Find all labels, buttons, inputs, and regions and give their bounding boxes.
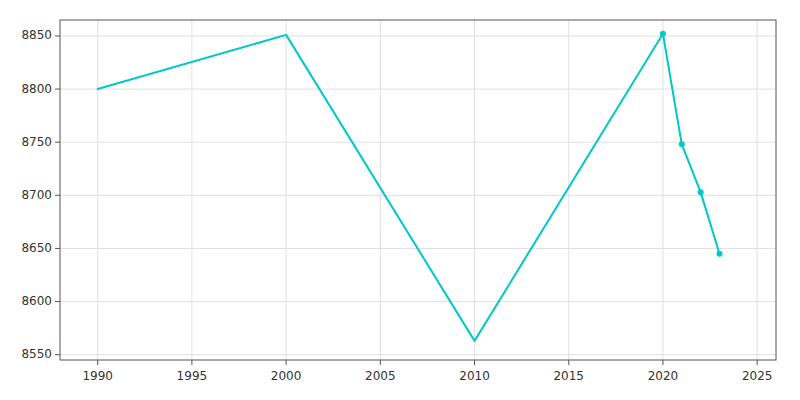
x-grid-line: [97, 20, 98, 360]
x-tick-label: 2015: [553, 369, 584, 383]
y-grid-line: [60, 301, 776, 302]
x-tick-label: 2010: [459, 369, 490, 383]
y-tick-label: 8650: [21, 241, 52, 255]
x-grid-line: [474, 20, 475, 360]
marker: [679, 141, 685, 147]
x-tick: [662, 360, 663, 365]
marker: [716, 251, 722, 257]
y-tick: [55, 354, 60, 355]
y-tick: [55, 142, 60, 143]
y-tick: [55, 35, 60, 36]
x-grid-line: [191, 20, 192, 360]
y-tick-label: 8750: [21, 135, 52, 149]
y-grid-line: [60, 142, 776, 143]
line: [663, 34, 720, 254]
plot-area: [98, 31, 723, 341]
y-tick: [55, 301, 60, 302]
x-grid-line: [286, 20, 287, 360]
x-grid-line: [662, 20, 663, 360]
x-tick-label: 2005: [365, 369, 396, 383]
x-tick-label: 2020: [648, 369, 679, 383]
x-tick: [286, 360, 287, 365]
y-tick: [55, 195, 60, 196]
y-grid-line: [60, 89, 776, 90]
x-tick-label: 2000: [271, 369, 302, 383]
y-tick: [55, 248, 60, 249]
x-tick: [474, 360, 475, 365]
x-grid-line: [757, 20, 758, 360]
chart: 8550 8600 8650 8700 8750 8800 8850 1990 1995 2000…: [0, 0, 800, 400]
x-tick-label: 1995: [177, 369, 208, 383]
x-tick-label: 2025: [742, 369, 773, 383]
y-grid-line: [60, 354, 776, 355]
x-grid-line: [568, 20, 569, 360]
y-tick-label: 8800: [21, 82, 52, 96]
x-tick: [97, 360, 98, 365]
x-tick-label: 1990: [82, 369, 113, 383]
x-tick: [757, 360, 758, 365]
y-tick-label: 8850: [21, 28, 52, 42]
ticks: 8550 8600 8650 8700 8750 8800 8850 1990 1995 2000…: [21, 28, 772, 383]
grid: [60, 20, 776, 360]
x-tick: [191, 360, 192, 365]
marker: [698, 189, 704, 195]
y-tick-label: 8600: [21, 294, 52, 308]
line: [98, 34, 663, 341]
y-tick-label: 8700: [21, 188, 52, 202]
y-grid-line: [60, 35, 776, 36]
x-tick: [380, 360, 381, 365]
marker: [660, 31, 666, 37]
y-tick: [55, 89, 60, 90]
y-grid-line: [60, 195, 776, 196]
y-tick-label: 8550: [21, 347, 52, 361]
plot-frame: [60, 20, 776, 360]
x-tick: [568, 360, 569, 365]
